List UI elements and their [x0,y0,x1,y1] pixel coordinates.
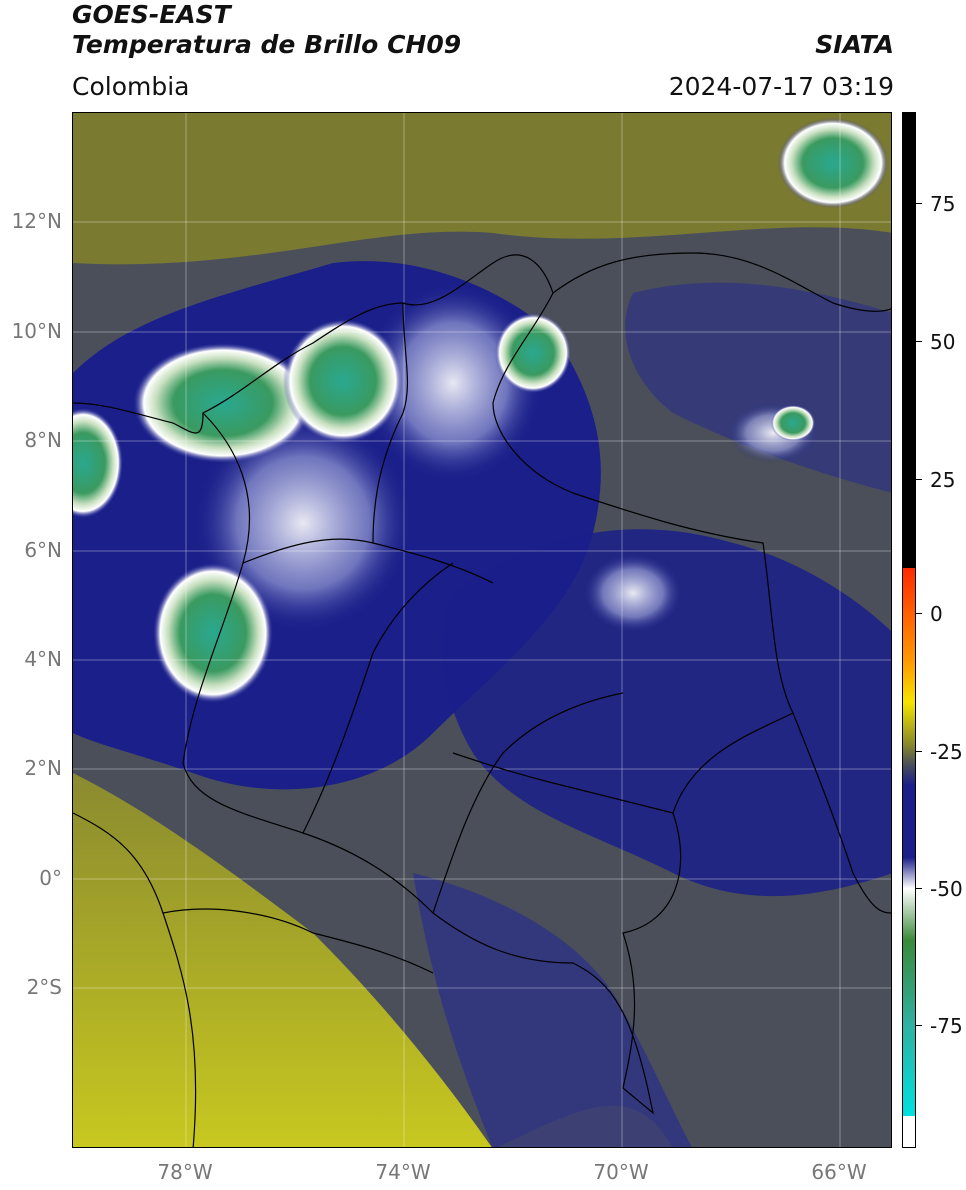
colorbar-tick-neg25: -25 [930,740,963,764]
panama-coast [73,402,204,434]
source-label: SIATA [815,30,894,59]
olive-north [73,113,891,265]
lat-tick-2n: 2°N [24,756,62,780]
internal-2 [302,562,454,834]
ecuador-peru-border [162,908,434,974]
satellite-map [72,112,892,1148]
satellite-title: GOES-EAST [72,0,231,29]
internal-4 [372,302,409,544]
lat-tick-0: 0° [39,866,62,890]
lat-tick-2s: 2°S [26,975,62,999]
colorbar-tick-50: 50 [930,330,956,354]
convective-cell-5 [73,408,123,518]
convective-cell-2 [283,319,403,443]
colorbar-tickmark [916,888,922,889]
colorbar-tick-0: 0 [930,602,943,626]
colorbar-tick-75: 75 [930,192,956,216]
colorbar-tickmark [916,479,922,480]
olive-south [73,773,492,1147]
colorbar-tickmark [916,751,922,752]
colorbar-tickmark [916,203,922,204]
colombia-border [182,254,794,1115]
map-canvas [73,113,891,1147]
white-haze-3 [583,553,683,633]
colorbar-tickmark [916,1025,922,1026]
lat-tick-6n: 6°N [24,538,62,562]
lon-tick-70w: 70°W [593,1160,649,1184]
brazil-border [792,712,891,914]
convective-cell-1 [133,343,313,463]
product-title: Temperatura de Brillo CH09 [72,30,462,59]
lat-tick-4n: 4°N [24,647,62,671]
colorbar-tickmark [916,341,922,342]
lon-tick-78w: 78°W [157,1160,213,1184]
datetime-label: 2024-07-17 03:19 [668,72,894,101]
convective-cell-4 [495,313,571,393]
venezuela-coast [552,252,891,312]
navy-band-ne [625,282,891,493]
lat-tick-12n: 12°N [11,209,62,233]
lat-tick-10n: 10°N [11,319,62,343]
navy-band-south [413,873,692,1147]
borders [73,252,891,1147]
white-haze-2 [363,283,543,483]
lon-tick-66w: 66°W [811,1160,867,1184]
internal-3 [432,692,624,914]
convective-cell-6 [778,118,888,208]
convective-cell-7 [771,405,815,441]
convective-cell-3 [153,563,273,703]
colorbar [902,112,916,1148]
navy-band-east [442,529,891,897]
pacific-coast [73,812,197,1147]
colorbar-tickmark [916,613,922,614]
lat-tick-8n: 8°N [24,428,62,452]
colorbar-tick-25: 25 [930,468,956,492]
colorbar-tick-neg75: -75 [930,1014,963,1038]
colorbar-tick-neg50: -50 [930,877,963,901]
gridlines [73,113,891,1147]
lon-tick-74w: 74°W [375,1160,431,1184]
internal-5 [452,752,674,814]
region-label: Colombia [72,72,190,101]
